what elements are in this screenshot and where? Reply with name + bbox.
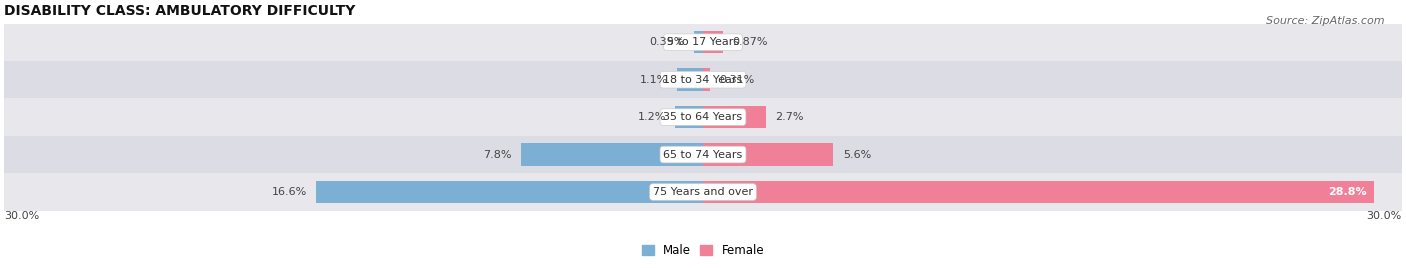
- Text: 0.31%: 0.31%: [720, 75, 755, 85]
- Legend: Male, Female: Male, Female: [637, 239, 769, 262]
- Bar: [695, 31, 703, 53]
- Bar: [4, 24, 1402, 61]
- Text: 75 Years and over: 75 Years and over: [652, 187, 754, 197]
- Text: 5.6%: 5.6%: [842, 150, 870, 159]
- Text: 5 to 17 Years: 5 to 17 Years: [666, 37, 740, 47]
- Text: 2.7%: 2.7%: [775, 112, 804, 122]
- Text: 28.8%: 28.8%: [1329, 187, 1367, 197]
- Bar: [703, 181, 1374, 203]
- Bar: [4, 98, 1402, 136]
- Bar: [316, 181, 703, 203]
- Bar: [678, 68, 703, 91]
- Text: 0.39%: 0.39%: [650, 37, 685, 47]
- Bar: [703, 106, 766, 128]
- Text: 16.6%: 16.6%: [271, 187, 307, 197]
- Bar: [4, 136, 1402, 173]
- Text: 30.0%: 30.0%: [4, 211, 39, 221]
- Text: 35 to 64 Years: 35 to 64 Years: [664, 112, 742, 122]
- Text: 1.1%: 1.1%: [640, 75, 668, 85]
- Bar: [4, 173, 1402, 211]
- Text: Source: ZipAtlas.com: Source: ZipAtlas.com: [1267, 16, 1385, 26]
- Bar: [4, 61, 1402, 98]
- Bar: [522, 143, 703, 166]
- Bar: [703, 68, 710, 91]
- Text: 0.87%: 0.87%: [733, 37, 768, 47]
- Text: 7.8%: 7.8%: [484, 150, 512, 159]
- Text: 1.2%: 1.2%: [637, 112, 665, 122]
- Bar: [703, 143, 834, 166]
- Text: 18 to 34 Years: 18 to 34 Years: [664, 75, 742, 85]
- Text: 30.0%: 30.0%: [1367, 211, 1402, 221]
- Bar: [675, 106, 703, 128]
- Text: 65 to 74 Years: 65 to 74 Years: [664, 150, 742, 159]
- Bar: [703, 31, 723, 53]
- Text: DISABILITY CLASS: AMBULATORY DIFFICULTY: DISABILITY CLASS: AMBULATORY DIFFICULTY: [4, 4, 356, 18]
